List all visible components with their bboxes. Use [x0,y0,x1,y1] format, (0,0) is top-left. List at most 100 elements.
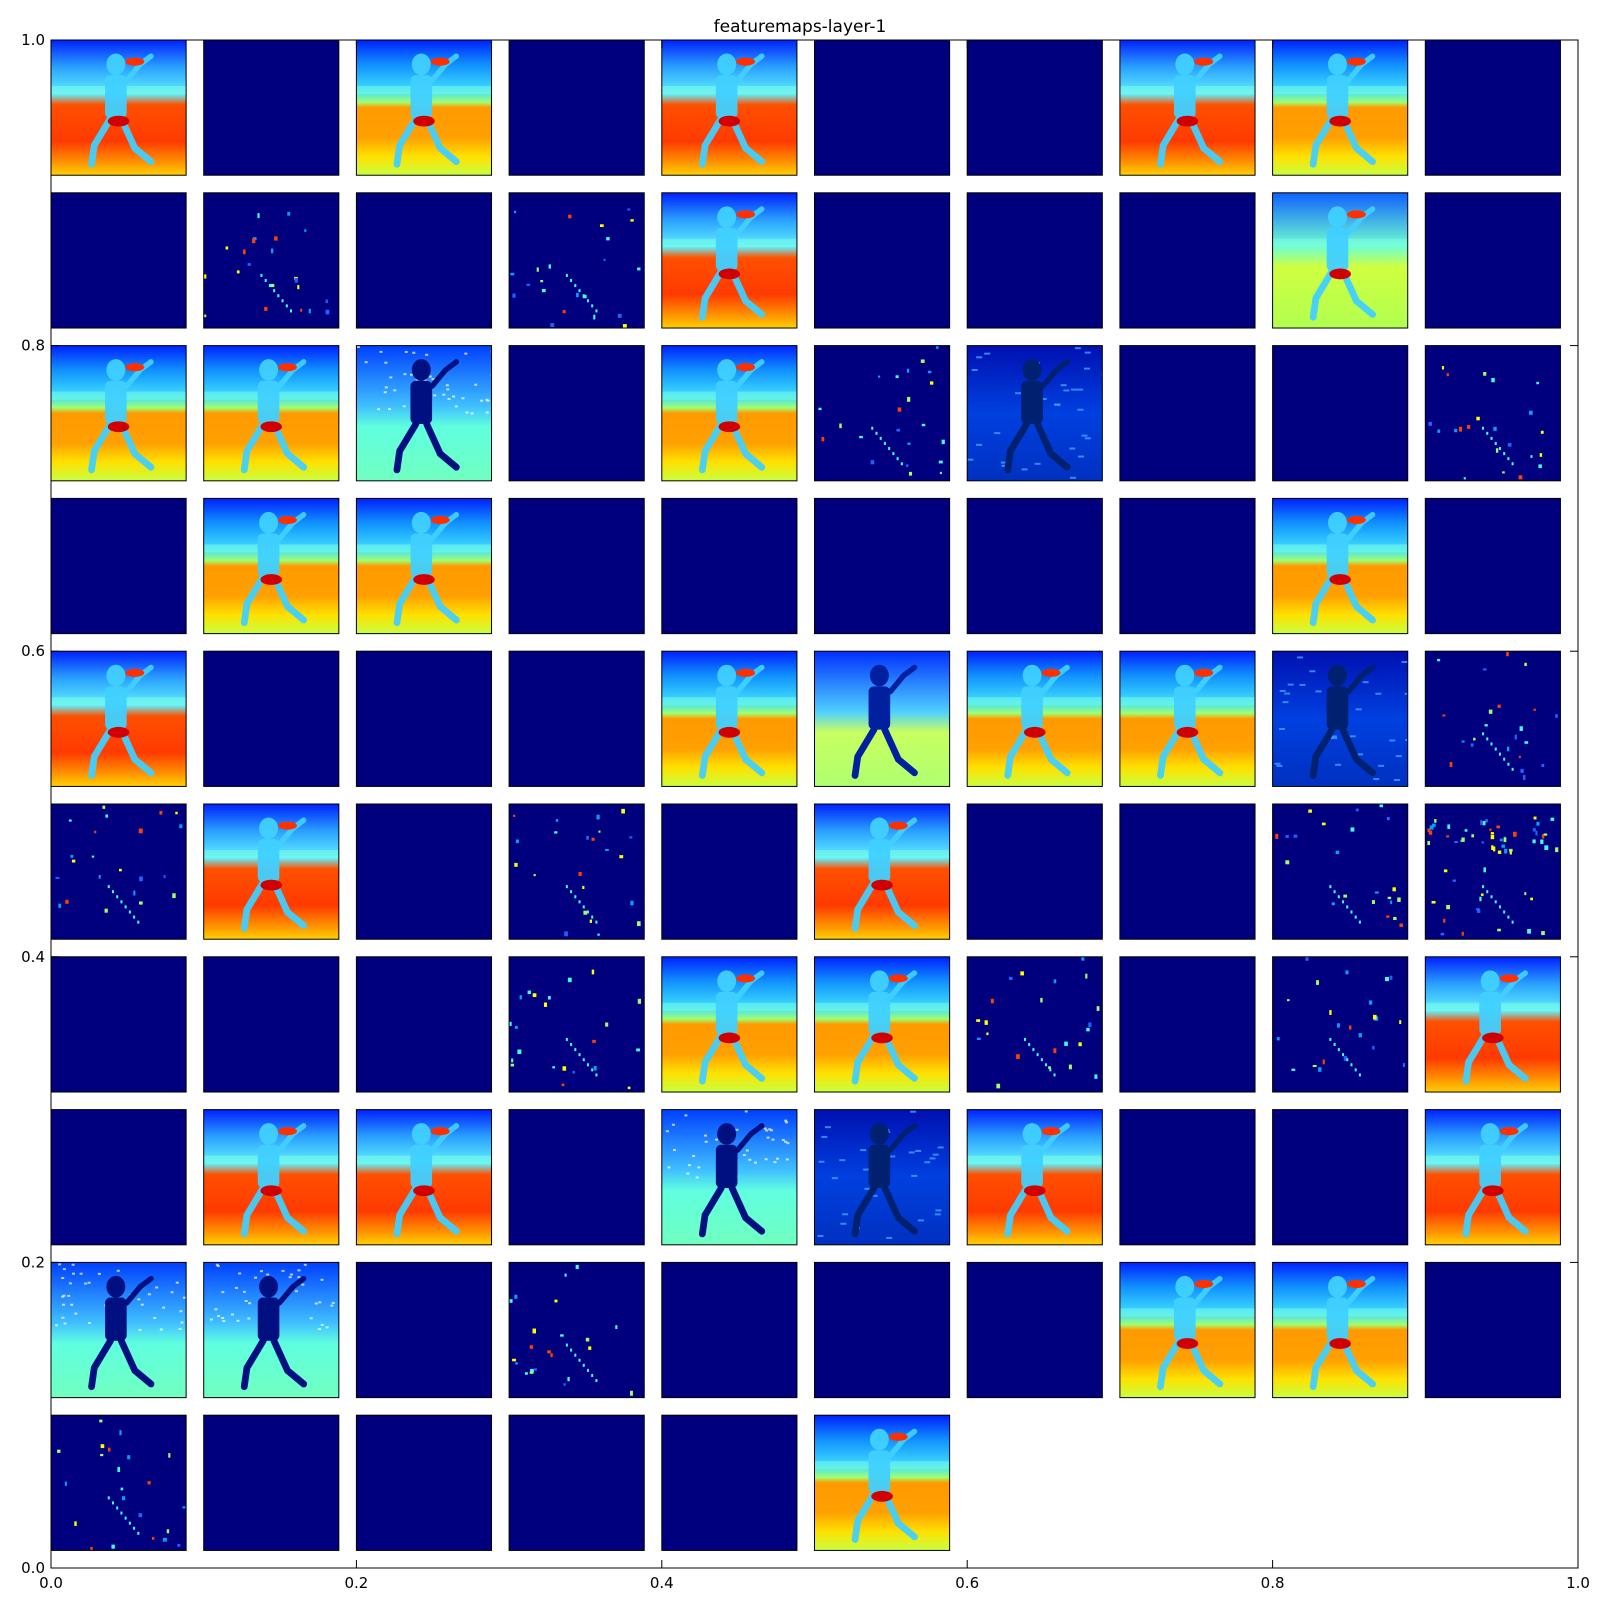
feature-map-tile [814,1414,951,1551]
x-tick-label: 0.2 [344,1574,368,1592]
y-tick-label: 0.4 [21,948,45,966]
feature-map-tile [355,1414,493,1551]
feature-map-tile [508,192,645,329]
feature-map-tile [814,1109,951,1246]
feature-map-tile [50,1109,187,1246]
x-tick-label: 1.0 [1566,1574,1590,1592]
feature-map-tile [203,650,340,787]
feature-map-tile [508,497,645,635]
feature-map-tile [203,497,340,635]
y-tick-label: 0.2 [21,1253,45,1271]
feature-map-tile [661,956,798,1093]
feature-map-tile [966,1109,1103,1246]
feature-map-tile [1272,39,1409,176]
feature-map-tile [1119,1261,1256,1399]
feature-map-tile [966,39,1103,176]
feature-map-tile [966,956,1103,1093]
feature-map-tile [50,803,187,940]
feature-map-tile [355,39,493,176]
x-tick-label: 0.6 [955,1574,979,1592]
feature-map-tile [50,497,187,635]
feature-map-tile [966,497,1103,635]
feature-map-tile [355,1109,493,1246]
feature-map-tile [1119,39,1256,176]
feature-map-tile [1424,1261,1561,1399]
feature-map-tile [355,650,493,787]
feature-map-tile [661,1109,798,1246]
feature-map-tile [966,345,1103,482]
feature-map-tile [508,650,645,787]
feature-map-tile [1272,1109,1409,1246]
feature-map-tile [1272,1261,1409,1399]
feature-map-tile [203,956,340,1093]
feature-map-tile [1424,192,1561,329]
feature-map-tile [508,1261,645,1399]
feature-map-tile [966,650,1103,787]
feature-map-tile [508,803,645,940]
feature-map-tile [355,956,493,1093]
feature-map-tile [1119,650,1256,787]
x-tick-label: 0.8 [1261,1574,1285,1592]
feature-map-tile [814,497,951,635]
feature-map-tile [355,803,493,940]
feature-map-tile [1119,497,1256,635]
feature-map-tile [355,1261,493,1399]
feature-map-tile [1424,803,1561,940]
feature-map-tile [508,39,645,176]
chart-title: featuremaps-layer-1 [714,17,887,37]
feature-map-tile [1424,39,1561,176]
feature-map-tile [814,1261,951,1399]
feature-map-tile [203,1414,340,1551]
feature-map-tile [966,803,1103,940]
feature-map-tile [203,803,340,940]
feature-map-tile [661,803,798,940]
feature-map-tile [814,803,951,940]
feature-map-tile [1119,1109,1256,1246]
feature-map-tile [50,956,187,1093]
feature-map-tile [661,650,798,787]
feature-map-tile [661,345,798,482]
feature-map-tile [1119,192,1256,329]
feature-map-tile [1424,650,1561,787]
feature-map-tile [508,345,645,482]
feature-map-tile [203,192,340,329]
feature-map-tile [50,39,187,176]
feature-map-tile [50,1414,187,1551]
feature-map-tile [661,497,798,635]
feature-map-tile [661,1414,798,1551]
feature-map-tile [966,1261,1103,1399]
feature-map-tile [1119,956,1256,1093]
feature-map-tile [661,192,798,329]
y-tick-label: 0.0 [21,1559,45,1577]
feature-map-tile [1272,650,1409,787]
feature-map-tile [1272,956,1409,1093]
feature-map-tile [50,650,187,787]
x-axis-ticks: 0.0 0.2 0.4 0.6 0.8 1.0 [39,40,1590,1592]
feature-map-tile [355,345,493,482]
feature-map-tile [355,192,493,329]
feature-map-tile [203,1261,340,1399]
feature-map-tile [1272,345,1409,482]
feature-map-tile [508,1414,645,1551]
feature-map-tile [355,497,493,635]
feature-map-tile [203,345,340,482]
feature-map-tile [661,1261,798,1399]
feature-map-tiles [50,39,1561,1551]
feature-map-tile [50,345,187,482]
feature-map-tile [1424,345,1561,482]
feature-map-tile [203,39,340,176]
feature-map-tile [1424,956,1561,1093]
feature-map-tile [1272,803,1409,940]
feature-map-tile [1272,497,1409,635]
feature-map-tile [508,956,645,1093]
feature-map-tile [1424,1109,1561,1246]
y-axis-ticks: 0.0 0.2 0.4 0.6 0.8 1.0 [21,31,1578,1577]
y-tick-label: 0.6 [21,642,45,660]
feature-map-tile [508,1109,645,1246]
feature-map-tile [1119,345,1256,482]
feature-map-tile [1272,192,1409,329]
feature-map-tile [814,956,951,1093]
feature-map-tile [50,1261,187,1399]
feature-map-tile [50,192,187,329]
